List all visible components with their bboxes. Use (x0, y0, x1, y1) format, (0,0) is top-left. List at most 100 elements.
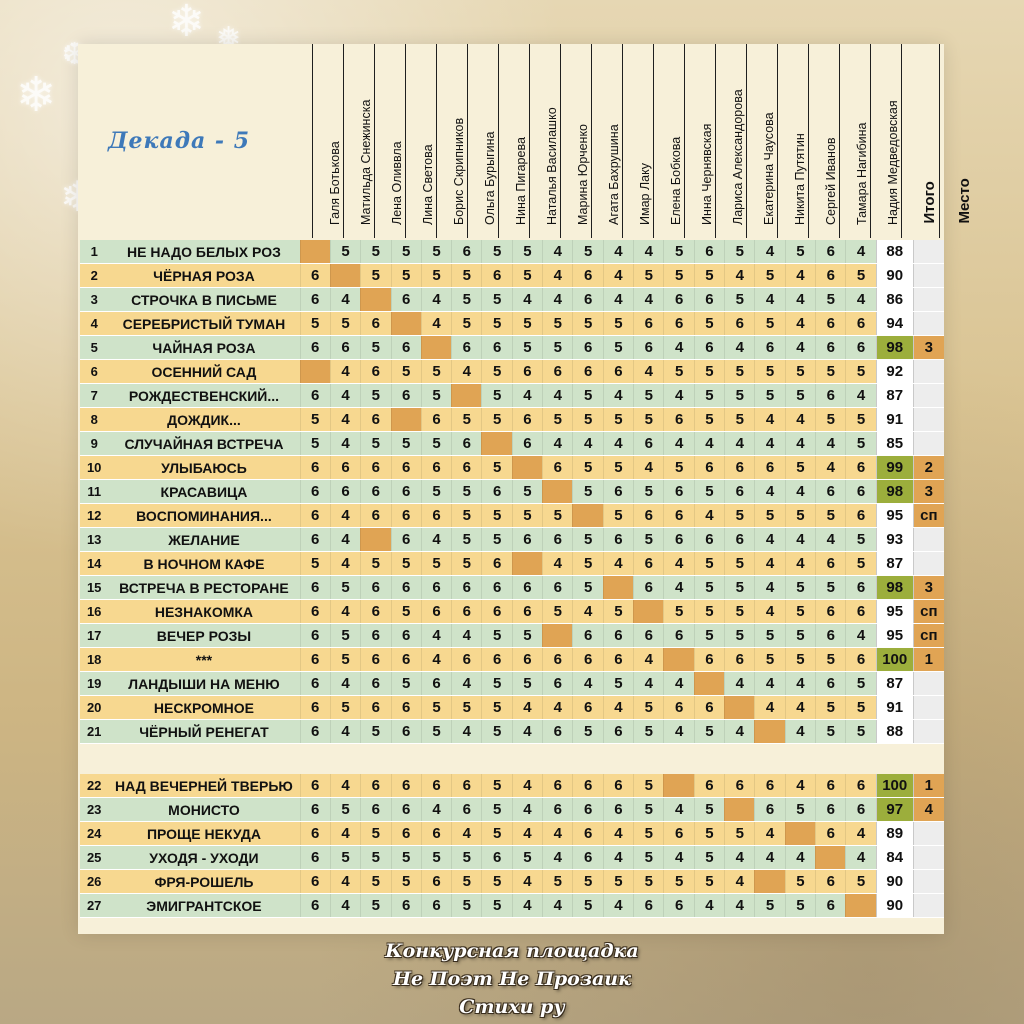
score-cell: 4 (663, 432, 693, 455)
score-cell: 6 (602, 528, 633, 551)
score-cell: 5 (602, 456, 633, 479)
score-cell: 5 (602, 504, 633, 527)
score-cell: 5 (633, 696, 663, 719)
score-cell: 4 (329, 408, 360, 431)
score-cell: 4 (784, 528, 815, 551)
score-cell: 6 (420, 456, 451, 479)
score-cell: 4 (329, 528, 360, 551)
score-cell: 5 (511, 264, 542, 287)
score-cell (360, 528, 391, 551)
score-cell: 4 (784, 336, 815, 359)
score-cell: 5 (633, 384, 663, 407)
score-cell: 6 (420, 600, 451, 623)
score-cell: 4 (329, 384, 360, 407)
total-cell: 86 (875, 288, 913, 311)
score-cell: 6 (390, 720, 421, 743)
score-cell: 4 (754, 552, 784, 575)
poem-title: СЛУЧАЙНАЯ ВСТРЕЧА (124, 435, 284, 452)
row-number: 4 (90, 316, 98, 331)
table-row: 3 СТРОЧКА В ПИСЬМЕ 6 4 6 4 5 5 4 4 6 4 4 6 6 5 4 4 5 4 86 (80, 288, 944, 312)
row-number: 16 (86, 604, 102, 619)
score-cell: 5 (633, 528, 663, 551)
score-cell: 5 (784, 600, 815, 623)
score-cell: 6 (542, 672, 572, 695)
score-cell: 5 (481, 822, 511, 845)
total-cell: 88 (875, 720, 913, 743)
score-cell: 5 (481, 696, 511, 719)
score-cell: 5 (602, 312, 633, 335)
score-cell: 4 (845, 384, 875, 407)
score-cell: 6 (633, 432, 663, 455)
score-cell: 4 (633, 240, 663, 263)
place-cell (912, 240, 944, 263)
score-cell: 4 (754, 480, 784, 503)
score-cell: 6 (390, 696, 421, 719)
judge-header: Надия Медведовская (870, 44, 901, 238)
row-number: 24 (86, 826, 102, 841)
score-cell: 4 (845, 288, 875, 311)
score-cell: 4 (451, 360, 481, 383)
score-cell: 5 (329, 624, 360, 647)
score-cell: 4 (663, 336, 693, 359)
total-cell: 95 (875, 600, 913, 623)
score-cell: 5 (511, 336, 542, 359)
score-cell: 5 (420, 432, 451, 455)
score-cell: 4 (754, 600, 784, 623)
place-cell (912, 870, 944, 893)
score-cell: 5 (542, 504, 572, 527)
score-cell: 6 (360, 408, 390, 431)
score-cell: 6 (572, 288, 602, 311)
score-cell: 6 (299, 846, 330, 869)
score-cell: 6 (542, 774, 572, 797)
score-cell: 6 (390, 894, 421, 917)
score-cell: 6 (511, 648, 542, 671)
score-cell: 6 (602, 624, 633, 647)
score-cell: 6 (511, 408, 542, 431)
score-cell: 5 (845, 720, 875, 743)
score-cell (572, 504, 603, 527)
score-cell: 4 (815, 432, 845, 455)
poem-title: СЕРЕБРИСТЫЙ ТУМАН (122, 315, 286, 332)
score-cell: 5 (602, 870, 633, 893)
score-cell: 4 (724, 672, 754, 695)
table-row: 15 ВСТРЕЧА В РЕСТОРАНЕ 6 5 6 6 6 6 6 6 6 5 6 4 5 5 4 5 5 6 9… (80, 576, 944, 600)
score-cell: 6 (815, 822, 845, 845)
score-cell: 6 (602, 480, 633, 503)
score-cell: 6 (360, 624, 390, 647)
score-cell: 6 (329, 480, 360, 503)
score-cell: 6 (693, 336, 724, 359)
poem-title: НЕСКРОМНОЕ (153, 699, 255, 716)
score-cell: 4 (420, 624, 451, 647)
score-cell: 5 (390, 552, 421, 575)
place-cell: 3 (912, 576, 944, 599)
score-cell (451, 384, 482, 407)
score-cell: 4 (420, 312, 451, 335)
score-cell: 4 (511, 822, 542, 845)
score-cell: 6 (815, 384, 845, 407)
score-cell: 4 (663, 720, 693, 743)
table-row: 20 НЕСКРОМНОЕ 6 5 6 6 5 5 5 4 4 6 4 5 6 6 4 4 5 5 91 (80, 696, 944, 720)
score-cell: 4 (542, 894, 572, 917)
score-cell: 5 (481, 384, 511, 407)
score-cell: 5 (845, 528, 875, 551)
total-cell: 87 (875, 672, 913, 695)
score-cell: 6 (602, 648, 633, 671)
score-cell: 5 (784, 456, 815, 479)
table-row: 12 ВОСПОМИНАНИЯ... 6 4 6 6 6 5 5 5 5 5 6 6 4 5 5 5 5 6 95 сп (80, 504, 944, 528)
poem-title: ЧЁРНЫЙ РЕНЕГАТ (139, 723, 269, 740)
place-cell (912, 894, 944, 917)
score-cell: 5 (481, 504, 511, 527)
score-cell: 6 (572, 624, 602, 647)
score-cell: 5 (572, 408, 602, 431)
score-cell: 6 (815, 264, 845, 287)
score-cell: 4 (511, 798, 542, 821)
judge-name: Тамара Нагибина (855, 122, 869, 225)
score-cell: 6 (663, 624, 693, 647)
score-cell: 6 (693, 696, 724, 719)
score-cell: 5 (815, 648, 845, 671)
judge-header: Лена Оливвла (374, 44, 405, 238)
score-cell: 5 (633, 798, 663, 821)
row-number: 20 (86, 700, 102, 715)
score-cell: 5 (451, 552, 481, 575)
score-cell (420, 336, 452, 359)
